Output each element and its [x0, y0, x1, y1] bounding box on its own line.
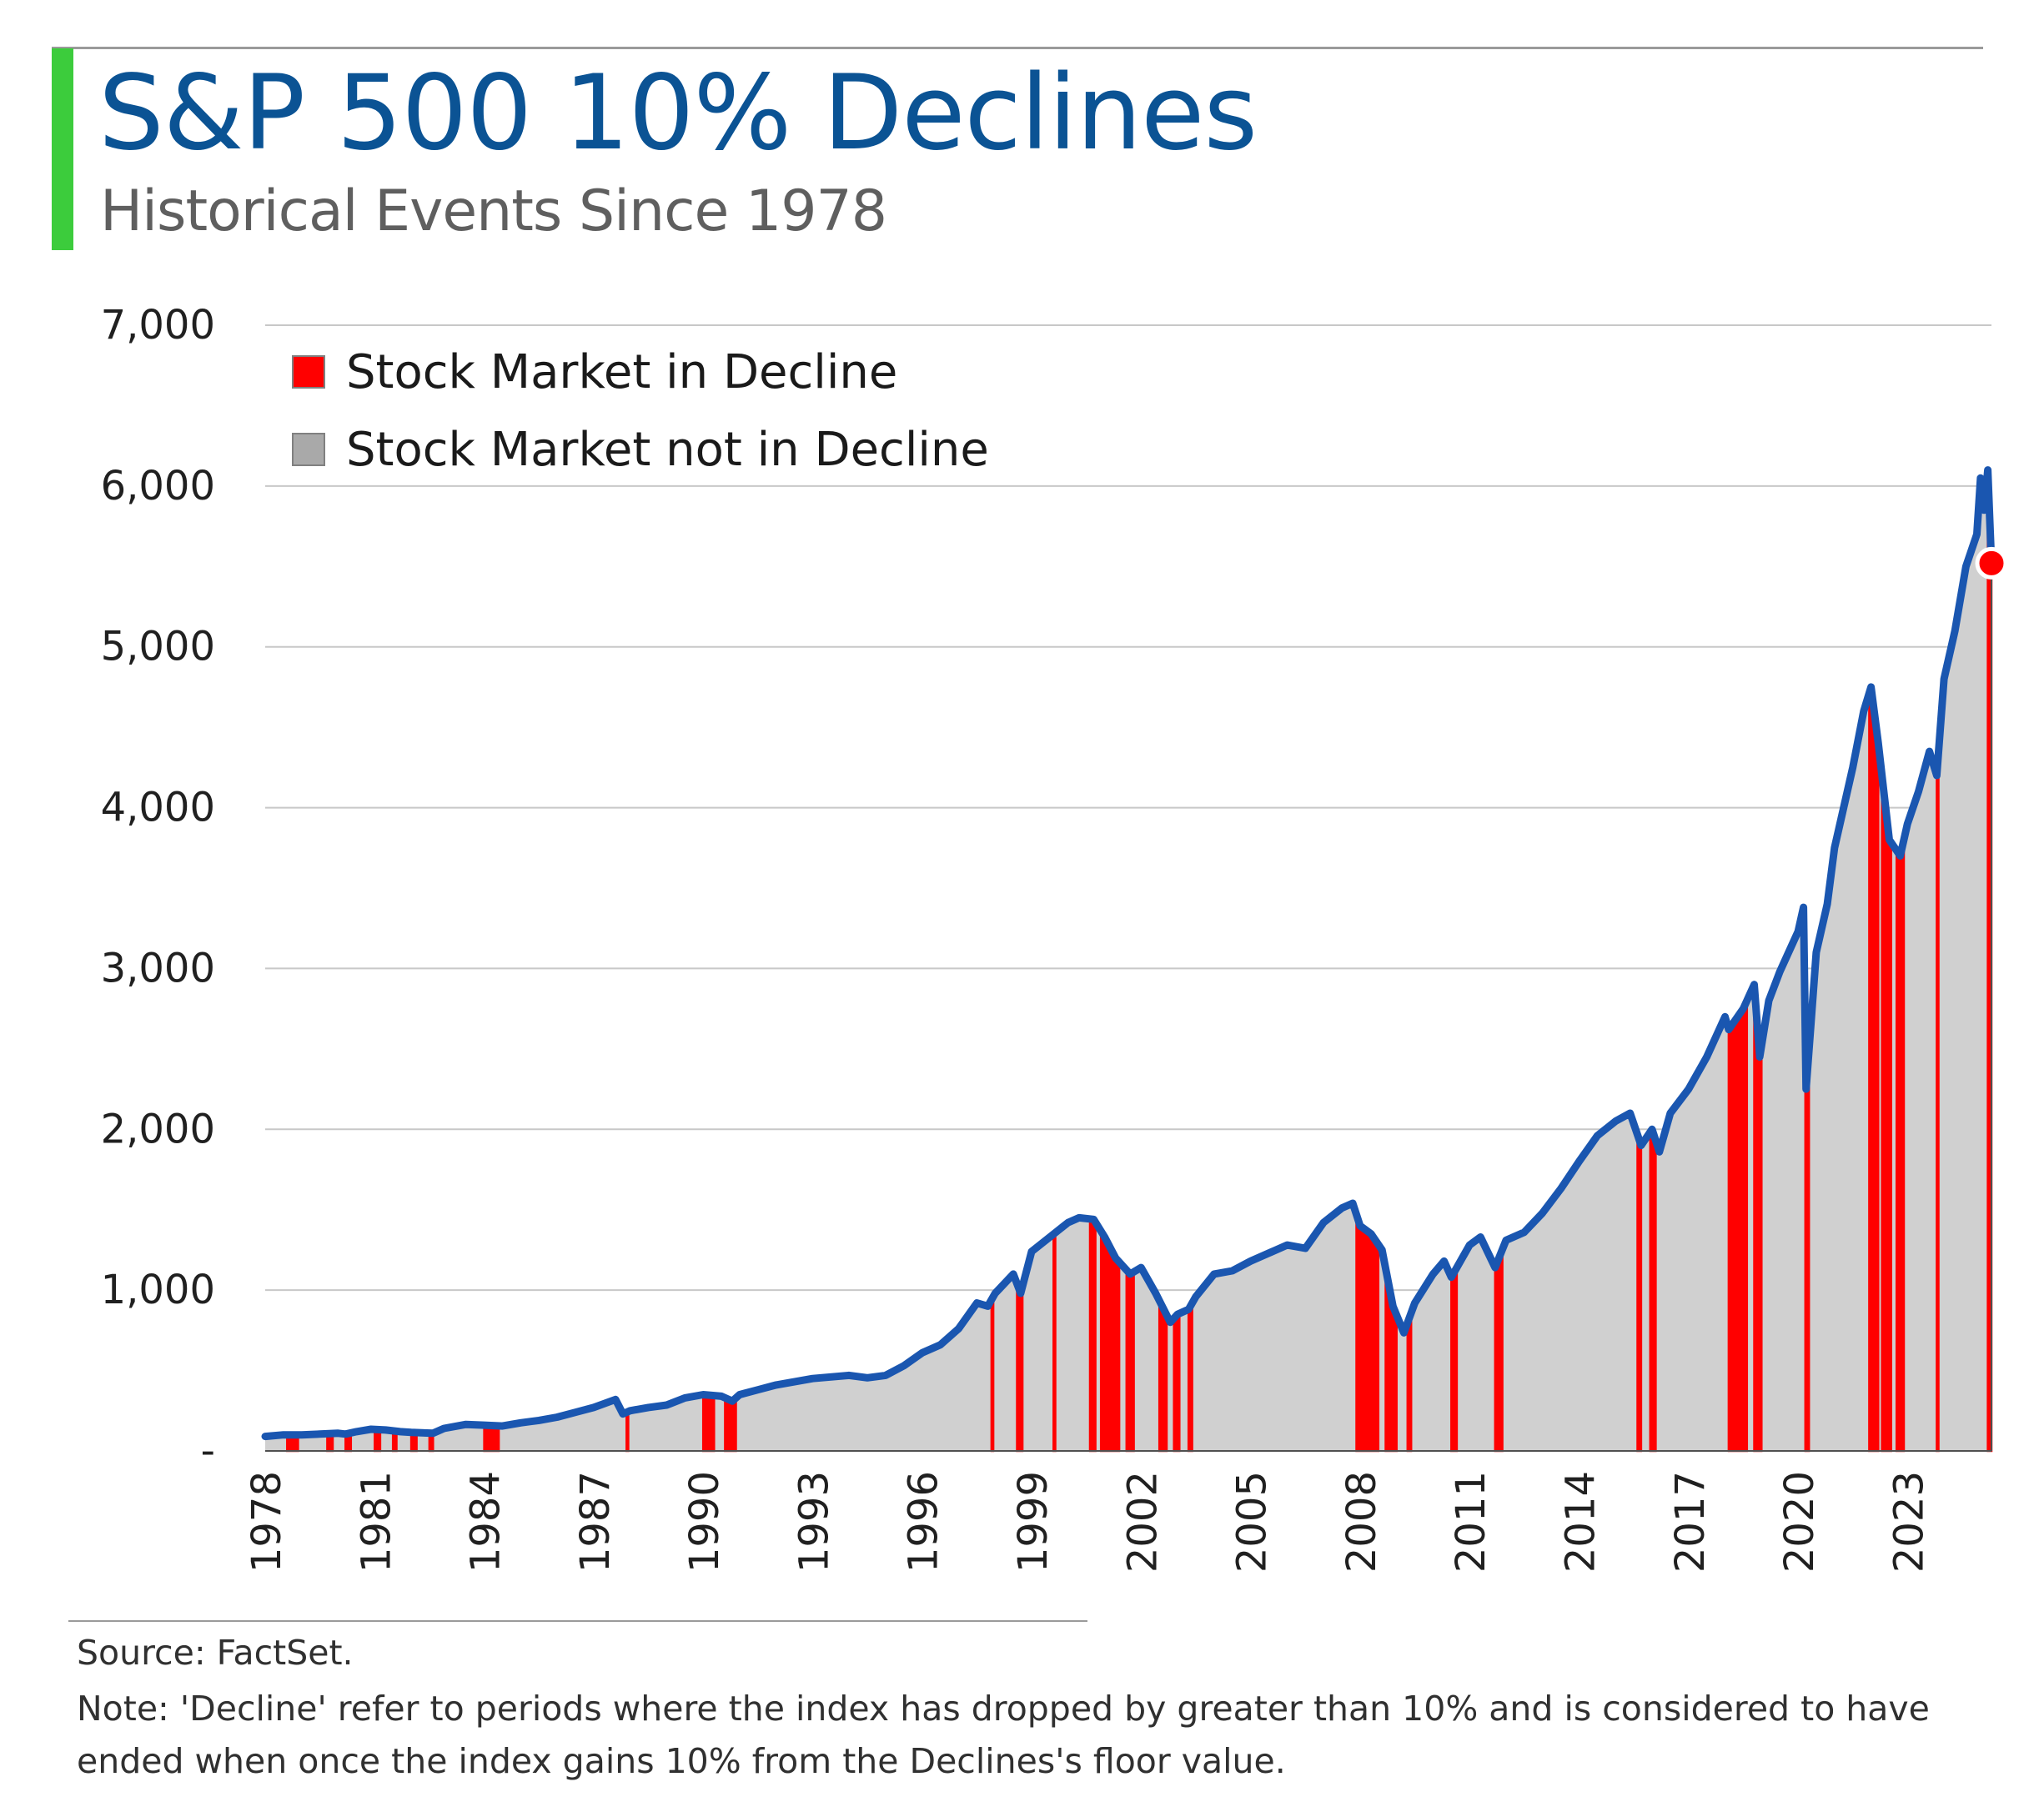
axes: [265, 563, 1992, 1452]
decline-period-33: [1936, 751, 1940, 1453]
decline-period-10: [724, 1395, 737, 1453]
x-tick-label: 2023: [1886, 1471, 1932, 1573]
source-note: Source: FactSet.: [77, 1633, 354, 1673]
x-tick-label: 2017: [1667, 1471, 1714, 1573]
decline-period-12: [1016, 1282, 1024, 1453]
x-tick-label: 1981: [353, 1471, 399, 1573]
x-tick-label: 2005: [1229, 1471, 1276, 1573]
decline-period-31: [1881, 775, 1892, 1453]
y-tick-label: 1,000: [101, 1267, 215, 1313]
x-tick-label: 2011: [1448, 1471, 1494, 1573]
legend-swatch-1: [292, 433, 325, 466]
chart-subtitle: Historical Events Since 1978: [100, 178, 887, 244]
decline-period-8: [625, 1408, 630, 1453]
x-tick-labels: 1978 1981 1984 1987 1990 1993 1996 1999 2002 2005…: [244, 1471, 1932, 1573]
y-tick-label: -: [201, 1428, 215, 1474]
legend-label-0: Stock Market in Decline: [346, 345, 897, 399]
footnote-line-2: ended when once the index gains 10% from…: [77, 1741, 1286, 1781]
decline-period-26: [1649, 1128, 1657, 1453]
decline-period-14: [1088, 1217, 1097, 1453]
decline-period-24: [1494, 1248, 1504, 1453]
decline-period-23: [1450, 1263, 1459, 1453]
decline-period-27: [1727, 1000, 1749, 1453]
decline-period-16: [1125, 1267, 1135, 1453]
legend-label-1: Stock Market not in Decline: [346, 423, 989, 477]
index-line: [261, 466, 1996, 1441]
y-tick-label: 4,000: [101, 785, 215, 831]
footer-rule: [68, 1620, 1087, 1622]
decline-period-9: [701, 1393, 716, 1453]
x-tick-label: 1996: [901, 1471, 947, 1573]
legend: Stock Market in Decline Stock Market not …: [292, 345, 989, 477]
decline-period-30: [1868, 687, 1880, 1453]
accent-bar: [52, 48, 73, 250]
decline-period-17: [1158, 1300, 1168, 1453]
y-tick-labels: - 1,000 2,000 3,000 4,000 5,000 6,000 7,000: [101, 302, 215, 1474]
x-tick-label: 1978: [244, 1471, 290, 1573]
decline-period-13: [1052, 1230, 1057, 1453]
last-value-marker: [1975, 546, 2008, 580]
x-tick-label: 1993: [791, 1471, 837, 1573]
chart-title: S&P 500 10% Declines: [98, 53, 1258, 173]
legend-swatch-0: [292, 355, 325, 389]
x-tick-label: 2020: [1776, 1471, 1823, 1573]
decline-period-29: [1804, 1036, 1810, 1453]
y-tick-label: 2,000: [101, 1106, 215, 1152]
plot-area: [265, 469, 1991, 1451]
decline-period-25: [1636, 1134, 1643, 1453]
x-tick-label: 1990: [681, 1471, 728, 1573]
x-tick-label: 2002: [1119, 1471, 1166, 1573]
y-tick-label: 7,000: [101, 302, 215, 349]
index-line-path: [261, 466, 1996, 1441]
x-tick-label: 2014: [1557, 1471, 1604, 1573]
last-value-dot: [1975, 546, 2008, 580]
y-tick-label: 3,000: [101, 945, 215, 991]
decline-period-20: [1355, 1214, 1380, 1453]
x-tick-label: 1999: [1010, 1471, 1057, 1573]
index-area: [265, 469, 1991, 1451]
decline-period-19: [1187, 1299, 1193, 1453]
decline-period-11: [990, 1293, 995, 1453]
decline-period-32: [1895, 839, 1906, 1453]
decline-period-18: [1173, 1312, 1181, 1453]
x-tick-label: 1984: [463, 1471, 510, 1573]
x-tick-label: 2008: [1338, 1471, 1385, 1573]
x-tick-label: 1987: [572, 1471, 619, 1573]
decline-period-22: [1406, 1313, 1413, 1453]
top-rule: [52, 47, 1983, 49]
footnote-line-1: Note: 'Decline' refer to periods where t…: [77, 1689, 1930, 1729]
y-tick-label: 6,000: [101, 463, 215, 509]
y-tick-label: 5,000: [101, 624, 215, 670]
